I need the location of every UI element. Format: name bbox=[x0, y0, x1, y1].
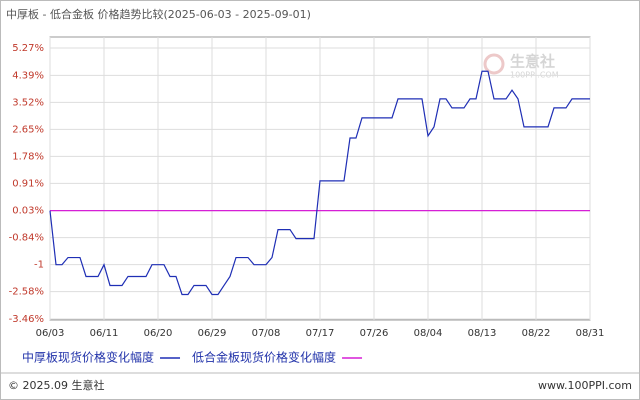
x-tick-label: 06/20 bbox=[144, 328, 173, 339]
footer-left: © 2025.09 生意社 bbox=[8, 378, 104, 392]
x-tick-label: 08/31 bbox=[576, 328, 605, 339]
watermark-name: 生意社 bbox=[510, 53, 555, 71]
footer-right: www.100PPI.com bbox=[538, 379, 632, 392]
x-tick-label: 06/11 bbox=[90, 328, 119, 339]
y-tick-label: 0.03% bbox=[12, 206, 44, 217]
y-tick-label: 2.65% bbox=[12, 124, 44, 135]
y-tick-label: -2.58% bbox=[9, 287, 44, 298]
x-tick-label: 08/22 bbox=[522, 328, 551, 339]
x-tick-label: 07/08 bbox=[252, 328, 281, 339]
y-tick-label: -0.84% bbox=[9, 233, 44, 244]
y-tick-label: -3.46% bbox=[9, 314, 44, 325]
x-tick-label: 08/04 bbox=[414, 328, 443, 339]
watermark-logo bbox=[483, 53, 505, 75]
x-tick-label: 06/29 bbox=[198, 328, 227, 339]
series-line bbox=[49, 70, 590, 296]
x-tick-label: 07/17 bbox=[306, 328, 335, 339]
y-tick-label: 1.78% bbox=[12, 151, 44, 162]
y-tick-label: 0.91% bbox=[12, 178, 44, 189]
legend-label: 低合金板现货价格变化幅度 bbox=[192, 350, 336, 365]
x-tick-label: 08/13 bbox=[468, 328, 497, 339]
legend-label: 中厚板现货价格变化幅度 bbox=[22, 350, 154, 365]
y-tick-label: 4.39% bbox=[12, 70, 44, 81]
y-tick-label: 5.27% bbox=[12, 43, 44, 54]
chart-title: 中厚板 - 低合金板 价格趋势比较(2025-06-03 - 2025-09-0… bbox=[6, 7, 311, 21]
x-tick-label: 06/03 bbox=[36, 328, 65, 339]
y-tick-label: 3.52% bbox=[12, 97, 44, 108]
x-tick-label: 07/26 bbox=[360, 328, 389, 339]
y-tick-label: -1 bbox=[34, 260, 44, 271]
